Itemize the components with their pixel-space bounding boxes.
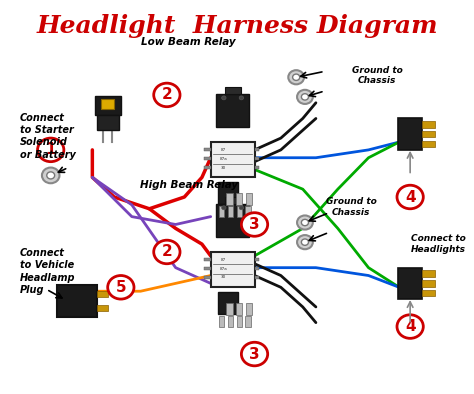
Circle shape bbox=[42, 167, 59, 183]
Circle shape bbox=[397, 185, 423, 209]
Circle shape bbox=[241, 342, 268, 366]
Text: 87: 87 bbox=[221, 258, 227, 262]
Text: 87a: 87a bbox=[220, 267, 228, 271]
Bar bbox=[204, 267, 211, 270]
Bar bbox=[422, 131, 435, 138]
Bar bbox=[422, 280, 435, 286]
Text: 30: 30 bbox=[221, 275, 227, 279]
Bar bbox=[204, 276, 211, 279]
Bar bbox=[219, 182, 238, 204]
Circle shape bbox=[301, 94, 309, 100]
Bar bbox=[216, 94, 249, 127]
Circle shape bbox=[239, 96, 244, 100]
Bar bbox=[255, 258, 259, 261]
Bar bbox=[228, 206, 233, 217]
Text: Connect to
Headlights: Connect to Headlights bbox=[411, 234, 466, 254]
Bar bbox=[255, 166, 259, 169]
Bar bbox=[246, 303, 252, 315]
Bar bbox=[219, 316, 224, 327]
Bar bbox=[216, 204, 249, 237]
Circle shape bbox=[297, 90, 313, 104]
Bar bbox=[422, 121, 435, 128]
Text: 87a: 87a bbox=[220, 157, 228, 161]
Bar bbox=[228, 316, 233, 327]
Text: 1: 1 bbox=[46, 142, 56, 157]
Circle shape bbox=[297, 235, 313, 249]
Bar bbox=[246, 316, 251, 327]
Circle shape bbox=[239, 206, 244, 210]
Bar bbox=[97, 291, 108, 297]
Bar bbox=[219, 206, 224, 217]
Bar bbox=[255, 267, 259, 270]
Text: 30: 30 bbox=[221, 165, 227, 169]
Circle shape bbox=[301, 219, 309, 226]
Bar bbox=[236, 303, 242, 315]
Circle shape bbox=[297, 216, 313, 230]
Circle shape bbox=[397, 315, 423, 338]
Bar bbox=[255, 148, 259, 151]
Circle shape bbox=[222, 206, 226, 210]
Circle shape bbox=[154, 240, 180, 264]
Bar bbox=[237, 316, 242, 327]
Text: High Beam Relay: High Beam Relay bbox=[140, 180, 238, 190]
Bar bbox=[422, 141, 435, 147]
Bar bbox=[227, 193, 233, 205]
Bar bbox=[227, 303, 233, 315]
Bar bbox=[211, 142, 255, 177]
Text: 2: 2 bbox=[162, 87, 172, 102]
Text: Connect
to Starter
Solenoid
or Battery: Connect to Starter Solenoid or Battery bbox=[20, 113, 76, 160]
Text: Low Beam Relay: Low Beam Relay bbox=[141, 37, 236, 47]
Circle shape bbox=[241, 213, 268, 236]
Text: Headlight  Harness Diagram: Headlight Harness Diagram bbox=[36, 15, 438, 39]
Bar bbox=[204, 148, 211, 151]
Bar bbox=[204, 157, 211, 160]
Bar bbox=[255, 157, 259, 160]
Circle shape bbox=[154, 83, 180, 107]
Bar bbox=[101, 99, 114, 109]
Text: 3: 3 bbox=[249, 217, 260, 232]
Bar bbox=[204, 258, 211, 261]
Bar bbox=[246, 193, 252, 205]
Bar bbox=[57, 285, 97, 317]
Bar bbox=[97, 305, 108, 311]
Bar bbox=[236, 193, 242, 205]
Bar bbox=[422, 290, 435, 296]
Bar bbox=[237, 206, 242, 217]
Text: 4: 4 bbox=[405, 319, 415, 334]
Circle shape bbox=[288, 70, 304, 84]
Bar bbox=[398, 268, 422, 299]
Circle shape bbox=[108, 275, 134, 299]
Circle shape bbox=[301, 239, 309, 245]
Bar bbox=[225, 87, 240, 94]
Text: Ground to
Chassis: Ground to Chassis bbox=[352, 65, 402, 85]
Circle shape bbox=[37, 138, 64, 162]
Text: 87: 87 bbox=[221, 148, 227, 152]
Bar bbox=[97, 115, 118, 130]
Circle shape bbox=[47, 172, 55, 179]
Bar bbox=[219, 292, 238, 314]
Bar bbox=[94, 96, 121, 115]
Text: 3: 3 bbox=[249, 347, 260, 362]
Text: Ground to
Chassis: Ground to Chassis bbox=[326, 197, 376, 217]
Bar bbox=[398, 119, 422, 150]
Circle shape bbox=[222, 96, 226, 100]
Circle shape bbox=[292, 74, 300, 80]
Text: Connect
to Vehicle
Headlamp
Plug: Connect to Vehicle Headlamp Plug bbox=[20, 248, 75, 295]
Bar bbox=[422, 270, 435, 277]
Text: 5: 5 bbox=[116, 280, 126, 295]
Text: 2: 2 bbox=[162, 244, 172, 260]
Bar bbox=[246, 206, 251, 217]
Bar bbox=[255, 276, 259, 279]
Bar bbox=[225, 197, 240, 204]
Bar bbox=[204, 166, 211, 169]
Bar bbox=[211, 252, 255, 287]
Text: 4: 4 bbox=[405, 190, 415, 204]
